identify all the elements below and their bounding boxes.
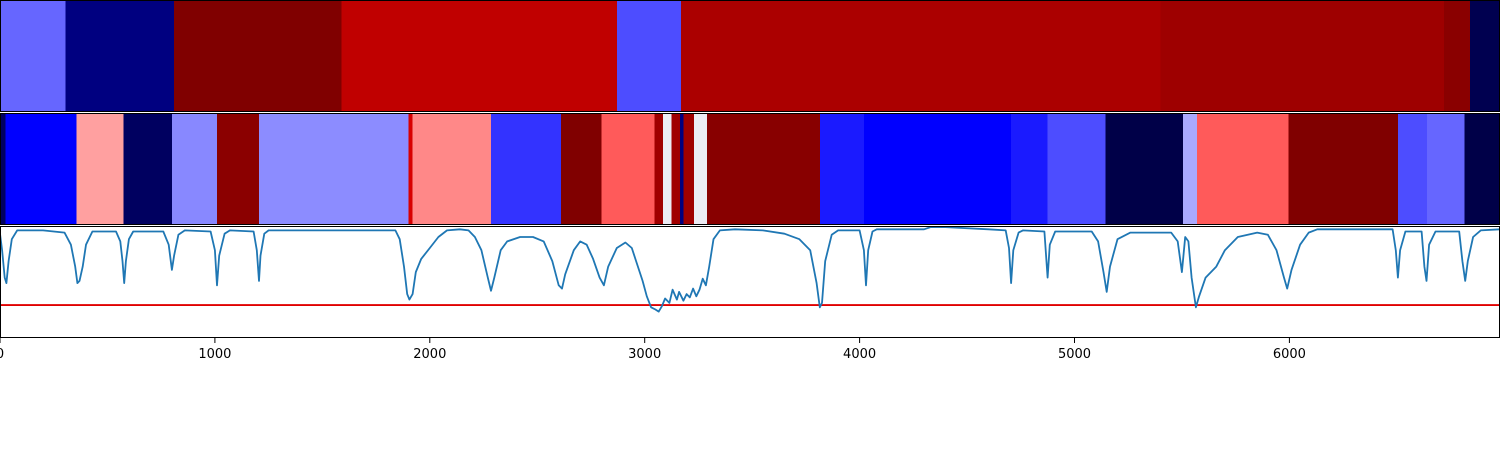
fine-segmentation-segment-10 — [560, 113, 603, 225]
coarse-segmentation-segment-0 — [0, 0, 67, 112]
fine-segmentation-segment-8 — [412, 113, 492, 225]
coarse-segmentation-segment-6 — [1160, 0, 1445, 112]
coarse-segmentation-segment-1 — [65, 0, 175, 112]
fine-segmentation-segment-13 — [662, 113, 673, 225]
x-tick-label-4000: 4000 — [843, 347, 876, 362]
coarse-segmentation-segment-5 — [681, 0, 1162, 112]
x-tick-label-6000: 6000 — [1273, 347, 1306, 362]
x-tick-label-1000: 1000 — [198, 347, 231, 362]
fine-segmentation-segment-15 — [680, 113, 684, 225]
coarse-segmentation-segment-8 — [1469, 0, 1500, 112]
fine-segmentation-segment-17 — [694, 113, 708, 225]
fine-segmentation-segment-28 — [1426, 113, 1466, 225]
coarse-segmentation-segment-2 — [174, 0, 343, 112]
x-tick-label-5000: 5000 — [1058, 347, 1091, 362]
fine-segmentation-segment-2 — [76, 113, 125, 225]
fine-segmentation-segment-1 — [5, 113, 77, 225]
fine-segmentation-segment-5 — [217, 113, 260, 225]
panel-frame-3 — [0, 226, 1500, 338]
fine-segmentation-segment-22 — [1047, 113, 1107, 225]
fine-segmentation-segment-9 — [491, 113, 562, 225]
fine-segmentation-segment-18 — [707, 113, 821, 225]
fine-segmentation-segment-6 — [258, 113, 409, 225]
coarse-segmentation-segment-7 — [1444, 0, 1471, 112]
fine-segmentation-segment-7 — [408, 113, 414, 225]
fine-segmentation-segment-4 — [171, 113, 218, 225]
x-axis: 0 1000 2000 3000 4000 5000 6000 — [0, 338, 1306, 362]
fine-segmentation-segment-27 — [1397, 113, 1428, 225]
fine-segmentation-row — [0, 113, 1500, 225]
fine-segmentation-segment-11 — [601, 113, 655, 225]
x-tick-label-3000: 3000 — [628, 347, 661, 362]
coarse-segmentation-segment-3 — [341, 0, 618, 112]
fine-segmentation-segment-23 — [1105, 113, 1184, 225]
fine-segmentation-segment-14 — [671, 113, 681, 225]
coarse-segmentation-row — [0, 0, 1500, 112]
fine-segmentation-segment-3 — [123, 113, 173, 225]
fine-segmentation-segment-26 — [1288, 113, 1399, 225]
signal-series-line — [0, 226, 1500, 313]
x-tick-label-0: 0 — [0, 347, 4, 362]
fine-segmentation-segment-16 — [683, 113, 695, 225]
line-panel — [0, 226, 1500, 313]
fine-segmentation-segment-20 — [863, 113, 1012, 225]
fine-segmentation-segment-0 — [0, 113, 6, 225]
fine-segmentation-segment-19 — [819, 113, 865, 225]
x-tick-label-2000: 2000 — [413, 347, 446, 362]
fine-segmentation-segment-12 — [654, 113, 664, 225]
fine-segmentation-segment-21 — [1011, 113, 1049, 225]
coarse-segmentation-segment-4 — [616, 0, 682, 112]
fine-segmentation-segment-24 — [1183, 113, 1198, 225]
fine-segmentation-segment-29 — [1464, 113, 1500, 225]
fine-segmentation-segment-25 — [1196, 113, 1289, 225]
